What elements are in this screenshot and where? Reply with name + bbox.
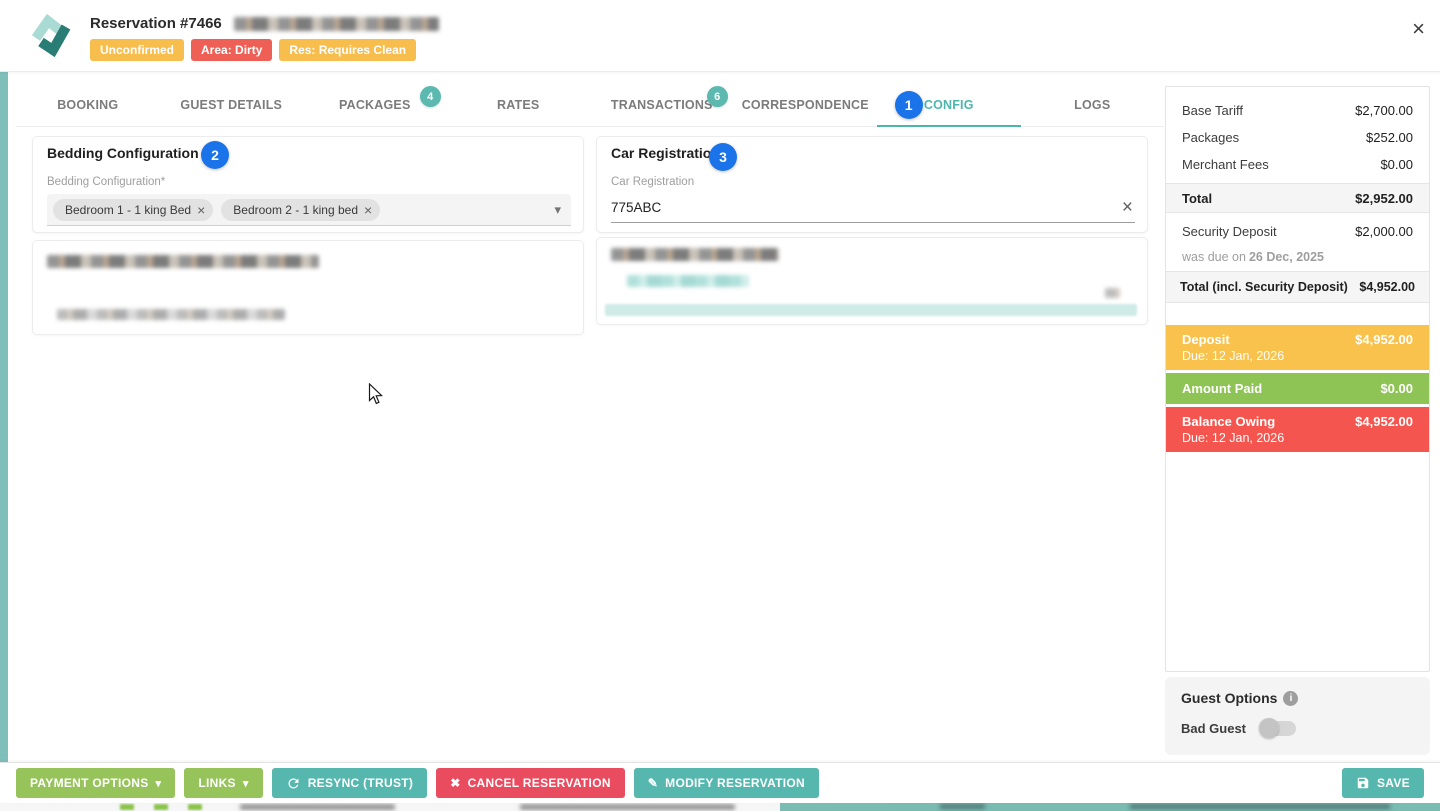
pricing-summary-panel: Base Tariff $2,700.00 Packages $252.00 M… bbox=[1165, 86, 1430, 672]
car-registration-card: Car Registration 3 Car Registration × bbox=[596, 136, 1148, 233]
tab-config[interactable]: 1 CONFIG bbox=[877, 84, 1021, 127]
field-label: Car Registration bbox=[611, 176, 695, 188]
status-badge-requires-clean: Res: Requires Clean bbox=[279, 39, 417, 61]
background-page-edge bbox=[0, 72, 8, 803]
modify-reservation-button[interactable]: ✎ MODIFY RESERVATION bbox=[633, 768, 820, 798]
caret-down-icon: ▾ bbox=[242, 777, 249, 790]
card-title: Bedding Configuration bbox=[47, 145, 199, 161]
bedding-chip[interactable]: Bedroom 1 - 1 king Bed × bbox=[53, 198, 214, 221]
annotation-marker-1: 1 bbox=[894, 91, 923, 119]
mouse-cursor bbox=[368, 382, 384, 408]
tab-transactions[interactable]: TRANSACTIONS 6 bbox=[590, 84, 734, 126]
redacted-label bbox=[57, 309, 285, 320]
tab-correspondence[interactable]: CORRESPONDENCE bbox=[741, 98, 869, 112]
summary-row-packages: Packages $252.00 bbox=[1182, 130, 1413, 145]
save-icon bbox=[1356, 776, 1370, 790]
pencil-icon: ✎ bbox=[647, 776, 659, 790]
refresh-icon bbox=[286, 776, 301, 791]
summary-row-base-tariff: Base Tariff $2,700.00 bbox=[1182, 103, 1413, 118]
field-label: Bedding Configuration* bbox=[47, 176, 166, 188]
redacted-question-card bbox=[32, 240, 584, 335]
summary-row-merchant-fees: Merchant Fees $0.00 bbox=[1182, 157, 1413, 172]
deposit-block: Deposit $4,952.00 Due: 12 Jan, 2026 bbox=[1166, 325, 1429, 370]
toggle-knob bbox=[1259, 718, 1280, 738]
tab-bar: BOOKING GUEST DETAILS PACKAGES 4 RATES T… bbox=[16, 84, 1164, 127]
transactions-count-badge: 6 bbox=[706, 86, 728, 107]
payment-options-button[interactable]: PAYMENT OPTIONS ▾ bbox=[16, 768, 176, 798]
caret-down-icon: ▾ bbox=[155, 777, 162, 790]
chevron-down-icon: ▾ bbox=[554, 202, 561, 217]
redacted-link bbox=[627, 275, 749, 287]
background-page-bottom bbox=[0, 803, 1440, 811]
chip-remove-icon[interactable]: × bbox=[197, 201, 206, 218]
summary-row-total: Total $2,952.00 bbox=[1166, 183, 1429, 213]
tab-rates[interactable]: RATES bbox=[497, 98, 540, 112]
summary-row-grand-total: Total (incl. Security Deposit) $4,952.00 bbox=[1166, 271, 1429, 303]
clear-input-icon[interactable]: × bbox=[1121, 197, 1133, 218]
status-badge-area-dirty: Area: Dirty bbox=[191, 39, 273, 61]
app-logo-icon bbox=[28, 12, 74, 61]
redacted-property-card bbox=[596, 237, 1148, 325]
close-icon[interactable]: × bbox=[1412, 16, 1425, 41]
x-icon: ✖ bbox=[450, 776, 461, 790]
bad-guest-label: Bad Guest bbox=[1181, 721, 1247, 736]
tab-booking[interactable]: BOOKING bbox=[57, 98, 119, 112]
tab-guest-details[interactable]: GUEST DETAILS bbox=[180, 98, 283, 112]
balance-owing-block: Balance Owing $4,952.00 Due: 12 Jan, 202… bbox=[1166, 407, 1429, 452]
bad-guest-toggle[interactable] bbox=[1259, 718, 1297, 738]
redacted-bar bbox=[605, 304, 1137, 316]
reservation-header: Reservation #7466 Unconfirmed Area: Dirt… bbox=[0, 0, 1440, 72]
redacted-title bbox=[47, 255, 319, 268]
chip-remove-icon[interactable]: × bbox=[364, 201, 373, 218]
amount-paid-block: Amount Paid $0.00 bbox=[1166, 373, 1429, 404]
card-title: Car Registration bbox=[611, 145, 720, 161]
guest-options-panel: Guest Options i Bad Guest bbox=[1165, 677, 1430, 755]
car-registration-input[interactable] bbox=[611, 200, 1120, 215]
cancel-reservation-button[interactable]: ✖ CANCEL RESERVATION bbox=[436, 768, 625, 798]
security-deposit-due-note: was due on 26 Dec, 2025 bbox=[1182, 250, 1324, 264]
info-icon[interactable]: i bbox=[1283, 690, 1299, 706]
status-badges: Unconfirmed Area: Dirty Res: Requires Cl… bbox=[90, 39, 417, 61]
page-title: Reservation #7466 bbox=[90, 15, 222, 32]
summary-row-security-deposit: Security Deposit $2,000.00 bbox=[1182, 224, 1413, 239]
resync-trust-button[interactable]: RESYNC (TRUST) bbox=[271, 768, 428, 798]
packages-count-badge: 4 bbox=[419, 86, 441, 107]
annotation-marker-3: 3 bbox=[709, 143, 737, 171]
redacted-guest-name bbox=[233, 16, 439, 31]
bedding-configuration-select[interactable]: Bedroom 1 - 1 king Bed × Bedroom 2 - 1 k… bbox=[47, 194, 571, 226]
redacted-title bbox=[611, 248, 779, 261]
tab-logs[interactable]: LOGS bbox=[1074, 98, 1111, 112]
bedding-configuration-card: Bedding Configuration 2 Bedding Configur… bbox=[32, 136, 584, 233]
status-badge-unconfirmed: Unconfirmed bbox=[90, 39, 185, 61]
annotation-marker-2: 2 bbox=[201, 141, 229, 169]
action-bar: PAYMENT OPTIONS ▾ LINKS ▾ RESYNC (TRUST)… bbox=[0, 762, 1440, 803]
bedding-chip[interactable]: Bedroom 2 - 1 king bed × bbox=[221, 198, 381, 221]
save-button[interactable]: SAVE bbox=[1342, 768, 1424, 798]
links-button[interactable]: LINKS ▾ bbox=[184, 768, 263, 798]
redacted-fragment bbox=[1105, 288, 1120, 298]
guest-options-title: Guest Options bbox=[1181, 690, 1278, 706]
tab-packages[interactable]: PACKAGES 4 bbox=[303, 84, 447, 126]
